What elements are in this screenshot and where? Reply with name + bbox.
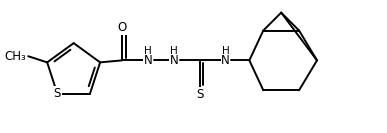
Text: N: N bbox=[221, 54, 230, 67]
Text: H: H bbox=[222, 46, 229, 56]
Text: N: N bbox=[144, 54, 152, 67]
Text: S: S bbox=[196, 88, 203, 101]
Text: N: N bbox=[170, 54, 178, 67]
Text: H: H bbox=[170, 46, 178, 56]
Text: CH₃: CH₃ bbox=[5, 50, 26, 63]
Text: S: S bbox=[53, 87, 61, 100]
Text: O: O bbox=[117, 21, 127, 34]
Text: H: H bbox=[144, 46, 152, 56]
